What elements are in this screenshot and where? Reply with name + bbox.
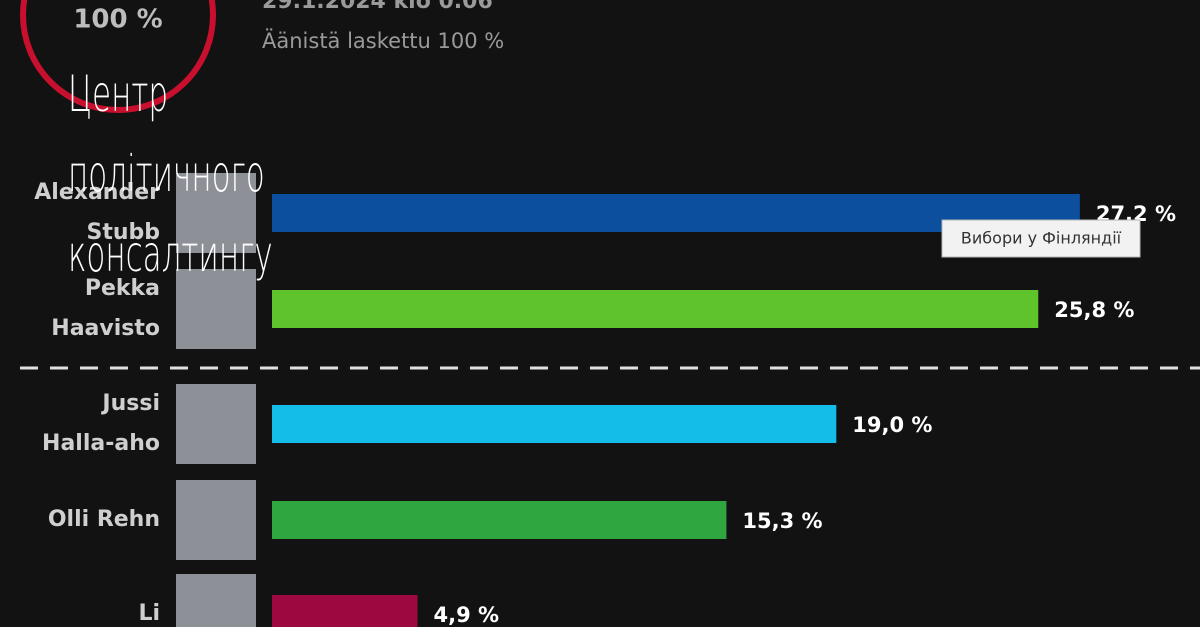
timestamp: 29.1.2024 klo 0.06 xyxy=(262,0,493,14)
candidate-name: Halla-aho xyxy=(42,431,160,456)
bar xyxy=(272,595,418,627)
candidate-photo xyxy=(176,269,256,349)
tooltip-text: Вибори у Фінляндії xyxy=(961,229,1122,248)
candidate-name: Stubb xyxy=(86,220,160,245)
counted: Äänistä laskettu 100 % xyxy=(262,28,504,53)
candidate-name: Jussi xyxy=(100,391,160,416)
overlay: Центр політичного консалтингу Вибори у Фінл… xyxy=(68,64,1141,283)
watermark-line: політичного xyxy=(68,144,265,203)
candidate-name: Olli Rehn xyxy=(48,507,160,532)
candidate-photo xyxy=(176,173,256,253)
candidate-photo xyxy=(176,480,256,560)
value-label: 4,9 % xyxy=(434,603,500,627)
tooltip-box xyxy=(941,219,1141,258)
badge-ring xyxy=(20,0,216,113)
value-label: 25,8 % xyxy=(1054,298,1134,322)
bar xyxy=(272,405,837,443)
candidate-photo xyxy=(176,574,256,627)
candidate-name: Pekka xyxy=(85,276,160,301)
value-label: 15,3 % xyxy=(742,509,822,533)
candidate-photo xyxy=(176,384,256,464)
candidate-name: Alexander xyxy=(34,180,160,205)
bar xyxy=(272,501,727,539)
value-label: 19,0 % xyxy=(852,413,932,437)
candidate-name: Li xyxy=(138,601,160,626)
watermark-line: консалтингу xyxy=(68,224,273,283)
watermark-line: Центр xyxy=(68,64,168,123)
badge-text: 100 % xyxy=(73,5,162,35)
bar xyxy=(272,290,1039,328)
candidate-name: Haavisto xyxy=(51,316,160,341)
